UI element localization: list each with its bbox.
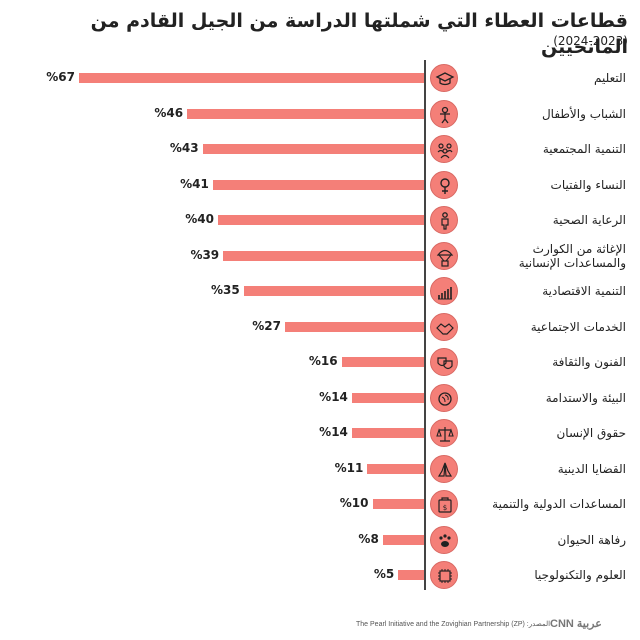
bar-value-label: %5: [373, 567, 395, 581]
category-label: المساعدات الدولية والتنمية: [466, 497, 626, 511]
category-label: حقوق الإنسان: [466, 426, 626, 440]
bar-value-label: %35: [211, 283, 240, 297]
chart-row: %16 الفنون والثقافة: [0, 344, 640, 380]
chart-subtitle: (2024-2023): [553, 34, 628, 48]
category-label: البيئة والاستدامة: [466, 391, 626, 405]
bar-value-label: %14: [319, 425, 348, 439]
category-label-line: القضايا الدينية: [557, 461, 626, 476]
chart-row: %67 التعليم: [0, 60, 640, 96]
bar: [79, 73, 424, 83]
category-label-line: والمساعدات الإنسانية: [518, 255, 626, 270]
bar-value-label: %14: [319, 389, 348, 404]
bar: [367, 463, 424, 474]
chart-row: %11 القضايا الدينية: [0, 451, 640, 487]
person-health-icon: [430, 206, 458, 234]
category-label: الفنون والثقافة: [466, 355, 626, 369]
growth-chart-icon: [430, 277, 458, 305]
female-symbol-icon: [430, 170, 458, 199]
bar-value-label: %43: [169, 141, 199, 155]
category-label-line: الإغاثة من الكوارث: [532, 241, 626, 256]
earth-leaf-icon: [430, 383, 458, 412]
paw-icon: [430, 525, 458, 554]
category-label-line: الخدمات الاجتماعية: [530, 319, 626, 334]
bar-value-label: %27: [252, 318, 281, 333]
bar-value-label: %39: [190, 247, 220, 262]
category-label-line: التنمية المجتمعية: [542, 142, 626, 156]
bar: [341, 357, 424, 367]
graduation-cap-icon: [430, 64, 458, 92]
bar: [187, 108, 424, 119]
chart-row: %46 الشباب والأطفال: [0, 96, 640, 132]
category-label-line: العلوم والتكنولوجيا: [534, 568, 626, 582]
category-label: الخدمات الاجتماعية: [466, 320, 626, 334]
bar-value-label: %8: [358, 531, 379, 546]
bar: [372, 499, 424, 509]
child-icon: [430, 99, 458, 128]
bar: [398, 570, 424, 580]
category-label-line: الرعاية الصحية: [552, 213, 626, 227]
category-label-line: حقوق الإنسان: [556, 426, 626, 440]
category-label-line: النساء والفتيات: [550, 177, 626, 192]
svg-text:$: $: [443, 504, 447, 512]
chart-row: %40 الرعاية الصحية: [0, 202, 640, 238]
theater-masks-icon: [430, 348, 458, 376]
category-label: العلوم والتكنولوجيا: [466, 568, 626, 582]
logo-text: CNN عربية: [550, 618, 602, 630]
category-label-line: الفنون والثقافة: [552, 355, 626, 369]
bar-value-label: %67: [46, 70, 75, 84]
circuit-chip-icon: [430, 561, 458, 589]
bar: [212, 179, 424, 190]
category-label-line: المساعدات الدولية والتنمية: [492, 497, 626, 511]
category-label: الإغاثة من الكوارث والمساعدات الإنسانية: [466, 242, 626, 270]
source-note: The Pearl Initiative and the Zovighian P…: [356, 621, 551, 628]
bar: [351, 392, 424, 403]
category-label-line: التعليم: [594, 71, 626, 85]
community-group-icon: [430, 135, 458, 163]
bar: [223, 250, 424, 261]
bar: [351, 428, 424, 438]
bar-value-label: %40: [185, 212, 215, 226]
chart-row: %39 الإغاثة من الكوارث والمساعدات الإنساني…: [0, 238, 640, 274]
category-label-line: الشباب والأطفال: [541, 106, 626, 121]
bar: [218, 215, 424, 225]
category-label-line: رفاهة الحيوان: [557, 532, 626, 547]
chart-row: %35 التنمية الاقتصادية: [0, 273, 640, 309]
category-label: رفاهة الحيوان: [466, 533, 626, 547]
chart-row: %14 البيئة والاستدامة: [0, 380, 640, 416]
category-label-line: التنمية الاقتصادية: [542, 284, 626, 298]
category-label: التعليم: [466, 71, 626, 85]
chart-row: %41 النساء والفتيات: [0, 167, 640, 203]
bar: [284, 321, 424, 332]
bar-value-label: %46: [154, 105, 184, 120]
praying-hands-icon: [430, 454, 458, 483]
bar-value-label: %16: [308, 354, 338, 368]
chart-axis-line: [424, 60, 426, 590]
balance-scale-icon: [430, 419, 458, 447]
category-label: الرعاية الصحية: [466, 213, 626, 227]
chart-title: قطاعات العطاء التي شملتها الدراسة من الج…: [90, 10, 628, 58]
bar: [243, 286, 424, 296]
category-label: القضايا الدينية: [466, 462, 626, 476]
chart-row: %27 الخدمات الاجتماعية: [0, 309, 640, 345]
chart-row: %43 التنمية المجتمعية: [0, 131, 640, 167]
bar-value-label: %41: [180, 176, 209, 191]
category-label: التنمية المجتمعية: [466, 142, 626, 156]
chart-row: %10 $ المساعدات الدولية والتنمية: [0, 486, 640, 522]
bar: [382, 534, 424, 545]
cnn-arabic-logo: CNN عربية: [550, 618, 602, 630]
category-label: التنمية الاقتصادية: [466, 284, 626, 298]
handshake-icon: [430, 312, 458, 341]
bar-value-label: %11: [334, 460, 364, 475]
category-label: النساء والفتيات: [466, 178, 626, 192]
chart-row: %8 رفاهة الحيوان: [0, 522, 640, 558]
chart-row: %5 العلوم والتكنولوجيا: [0, 557, 640, 593]
money-box-icon: $: [430, 490, 458, 518]
chart-row: %14 حقوق الإنسان: [0, 415, 640, 451]
parachute-aid-icon: [430, 241, 458, 270]
bar: [202, 144, 424, 154]
bar-value-label: %10: [339, 496, 369, 510]
bar-chart: %67 التعليم %46 الشباب والأطفال %43 التنمية ا…: [0, 60, 640, 600]
category-label-line: البيئة والاستدامة: [545, 390, 626, 405]
category-label: الشباب والأطفال: [466, 107, 626, 121]
